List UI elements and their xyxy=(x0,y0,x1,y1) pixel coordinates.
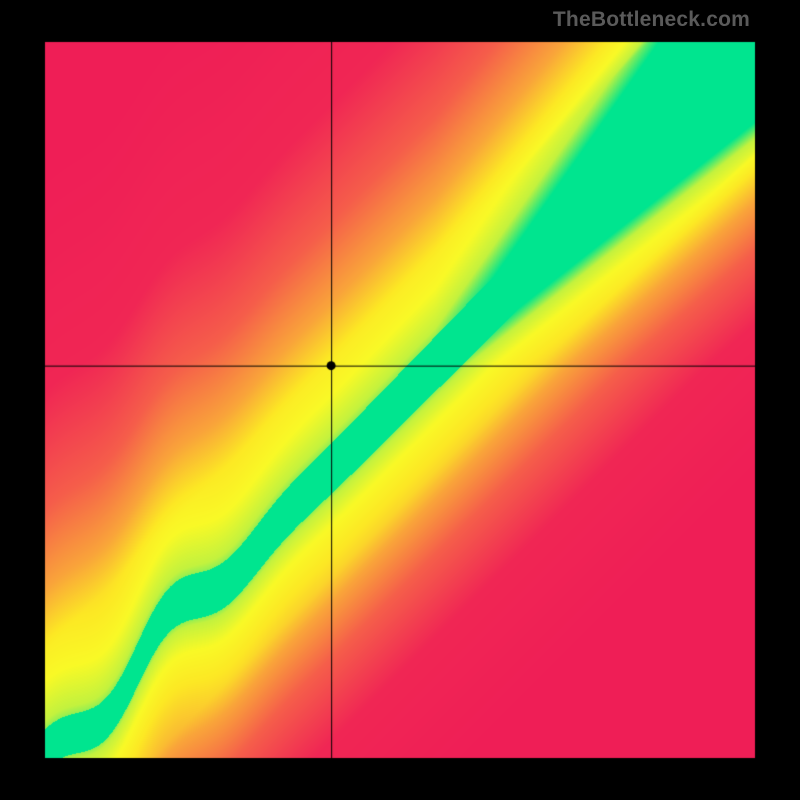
chart-container: TheBottleneck.com xyxy=(0,0,800,800)
watermark-text: TheBottleneck.com xyxy=(553,8,750,32)
heatmap-canvas xyxy=(0,0,800,800)
